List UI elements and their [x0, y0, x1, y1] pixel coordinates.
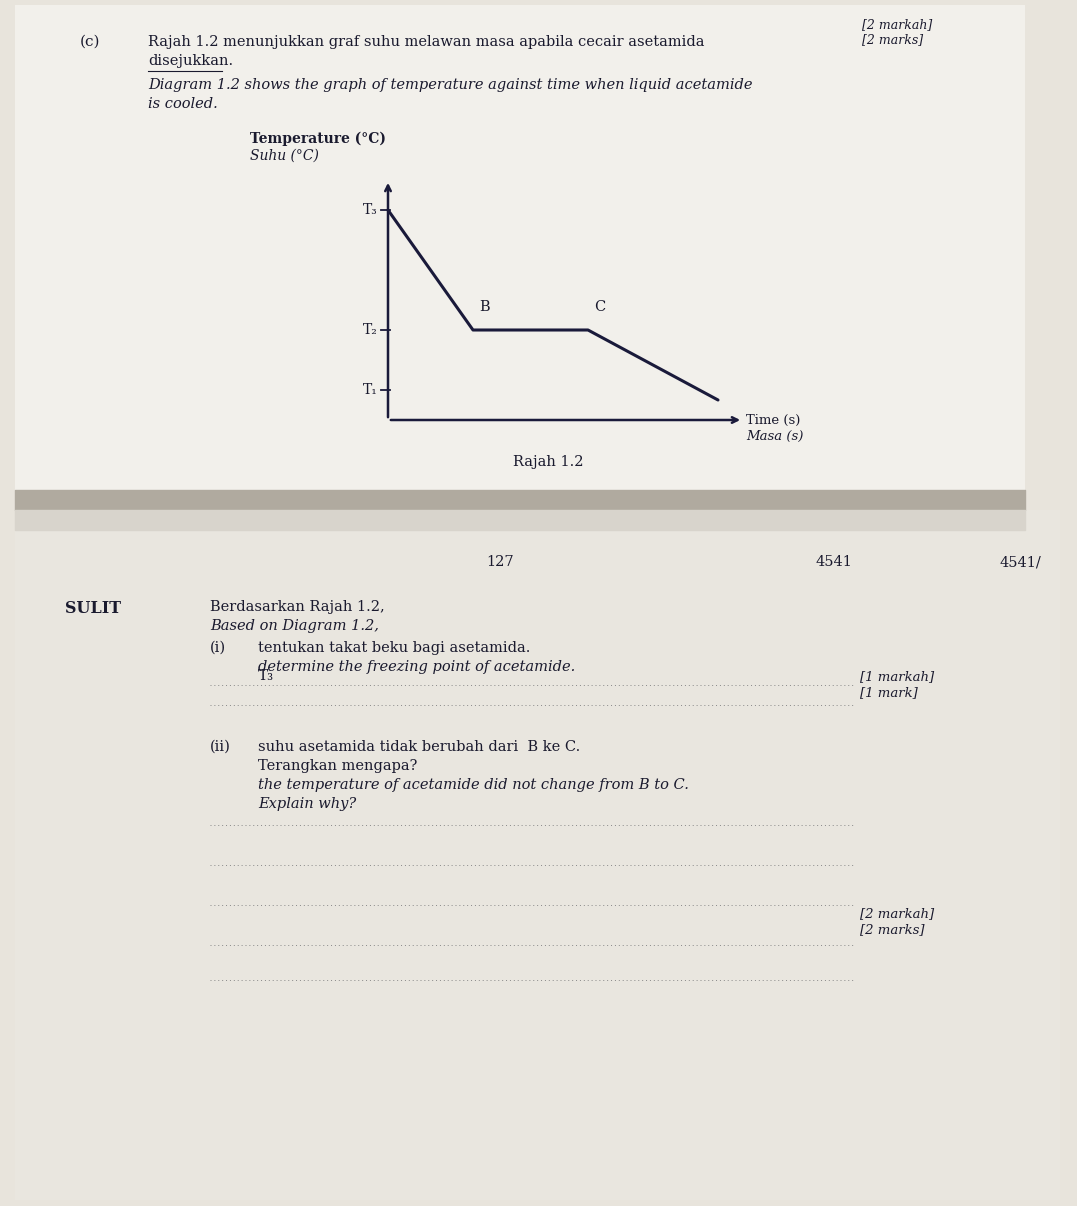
Text: [2 markah]: [2 markah] [862, 18, 933, 31]
Text: Temperature (°C): Temperature (°C) [250, 131, 386, 146]
Text: 4541: 4541 [815, 555, 852, 569]
Bar [15, 490, 1025, 520]
Text: [1 markah]: [1 markah] [861, 671, 934, 683]
Bar [15, 510, 1060, 1200]
Text: SULIT: SULIT [65, 601, 121, 617]
Text: [2 marks]: [2 marks] [862, 33, 923, 46]
Text: Explain why?: Explain why? [258, 797, 356, 810]
Text: suhu asetamida tidak berubah dari  B ke C.: suhu asetamida tidak berubah dari B ke C… [258, 740, 581, 754]
Text: T₁: T₁ [363, 384, 378, 397]
Text: determine the freezing point of acetamide.: determine the freezing point of acetamid… [258, 660, 575, 674]
Text: 4541/: 4541/ [1001, 555, 1041, 569]
Text: (i): (i) [210, 642, 226, 655]
Text: Based on Diagram 1.2,: Based on Diagram 1.2, [210, 619, 379, 633]
Text: [2 marks]: [2 marks] [861, 923, 924, 936]
Text: Diagram 1.2 shows the graph of temperature against time when liquid acetamide: Diagram 1.2 shows the graph of temperatu… [148, 78, 753, 92]
Text: T₂: T₂ [363, 323, 378, 336]
Text: T₃: T₃ [363, 203, 378, 217]
Text: Masa (s): Masa (s) [746, 431, 803, 443]
Text: [1 mark]: [1 mark] [861, 686, 918, 699]
Text: Time (s): Time (s) [746, 414, 800, 427]
Text: Suhu (°C): Suhu (°C) [250, 150, 319, 163]
Text: B: B [479, 300, 490, 314]
Text: Terangkan mengapa?: Terangkan mengapa? [258, 759, 418, 773]
Text: is cooled.: is cooled. [148, 96, 218, 111]
Text: T₃: T₃ [258, 669, 275, 683]
Text: 127: 127 [486, 555, 514, 569]
Bar [15, 5, 1025, 494]
Text: disejukkan.: disejukkan. [148, 54, 233, 68]
Text: Rajah 1.2: Rajah 1.2 [513, 455, 584, 469]
Text: tentukan takat beku bagi asetamida.: tentukan takat beku bagi asetamida. [258, 642, 530, 655]
Text: (c): (c) [80, 35, 100, 49]
Text: the temperature of acetamide did not change from B to C.: the temperature of acetamide did not cha… [258, 778, 689, 792]
Text: [2 markah]: [2 markah] [861, 907, 934, 920]
Text: C: C [595, 300, 605, 314]
Text: (ii): (ii) [210, 740, 230, 754]
Text: Rajah 1.2 menunjukkan graf suhu melawan masa apabila cecair asetamida: Rajah 1.2 menunjukkan graf suhu melawan … [148, 35, 704, 49]
Text: Berdasarkan Rajah 1.2,: Berdasarkan Rajah 1.2, [210, 601, 384, 614]
